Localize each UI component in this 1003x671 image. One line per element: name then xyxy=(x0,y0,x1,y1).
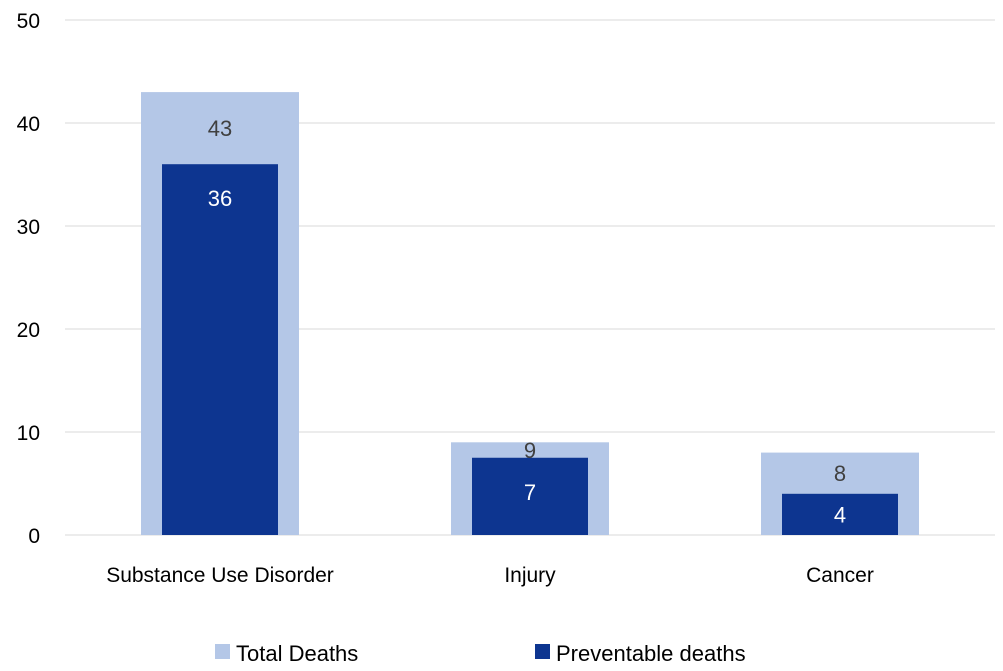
y-tick-label: 50 xyxy=(17,10,40,33)
bars xyxy=(141,92,919,535)
data-labels: 43 36 9 7 8 4 xyxy=(208,116,846,527)
y-tick-label: 20 xyxy=(17,319,40,342)
data-label-total-deaths: 8 xyxy=(834,461,846,486)
data-label-preventable-deaths: 4 xyxy=(834,502,846,527)
legend-swatch xyxy=(215,644,230,659)
y-axis-ticks: 0 10 20 30 40 50 xyxy=(17,10,40,548)
x-tick-label: Injury xyxy=(504,564,556,587)
data-label-total-deaths: 9 xyxy=(524,438,536,463)
x-tick-label: Cancer xyxy=(806,564,874,587)
bar-preventable-deaths xyxy=(782,493,898,535)
y-tick-label: 40 xyxy=(17,113,40,136)
legend-swatch xyxy=(535,644,550,659)
y-tick-label: 0 xyxy=(28,525,40,548)
data-label-total-deaths: 43 xyxy=(208,116,232,141)
data-label-preventable-deaths: 7 xyxy=(524,480,536,505)
bar-preventable-deaths xyxy=(162,164,278,535)
x-tick-label: Substance Use Disorder xyxy=(106,564,334,587)
x-axis-ticks: Substance Use Disorder Injury Cancer xyxy=(106,564,874,587)
data-label-preventable-deaths: 36 xyxy=(208,186,232,211)
y-tick-label: 30 xyxy=(17,216,40,239)
y-tick-label: 10 xyxy=(17,422,40,445)
legend: Total Deaths Preventable deaths xyxy=(215,641,746,666)
bar-preventable-deaths xyxy=(472,457,588,535)
legend-label: Preventable deaths xyxy=(556,641,746,666)
legend-label: Total Deaths xyxy=(236,641,358,666)
